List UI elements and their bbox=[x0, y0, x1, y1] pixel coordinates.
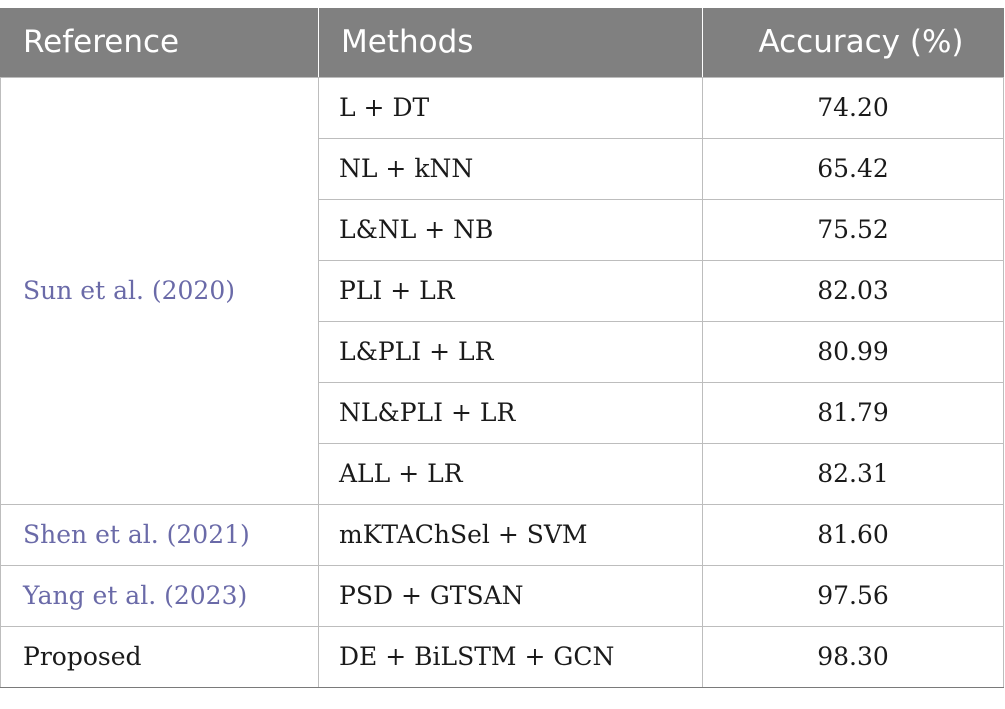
method-cell: DE + BiLSTM + GCN bbox=[318, 625, 703, 688]
accuracy-cell: 82.31 bbox=[702, 442, 1004, 505]
method-cell: PSD + GTSAN bbox=[318, 564, 703, 627]
table-row: ALL + LR 82.31 bbox=[1, 442, 1004, 505]
method-cell: NL + kNN bbox=[318, 137, 703, 200]
table-row: Sun et al. (2020) L + DT 74.20 bbox=[0, 76, 1004, 505]
comparison-table: Reference Methods Accuracy (%) Sun et al… bbox=[0, 8, 1004, 688]
table-row: NL&PLI + LR 81.79 bbox=[1, 381, 1004, 444]
method-cell: L&NL + NB bbox=[318, 198, 703, 261]
accuracy-cell: 98.30 bbox=[702, 625, 1004, 688]
table-row: Yang et al. (2023) PSD + GTSAN 97.56 bbox=[0, 564, 1004, 627]
header-accuracy: Accuracy (%) bbox=[702, 8, 1004, 78]
method-cell: mKTAChSel + SVM bbox=[318, 503, 703, 566]
reference-link[interactable]: Sun et al. (2020) bbox=[0, 76, 319, 505]
accuracy-cell: 75.52 bbox=[702, 198, 1004, 261]
header-row: Reference Methods Accuracy (%) bbox=[0, 8, 1004, 78]
accuracy-cell: 80.99 bbox=[702, 320, 1004, 383]
table-row: NL + kNN 65.42 bbox=[1, 137, 1004, 200]
accuracy-cell: 65.42 bbox=[702, 137, 1004, 200]
accuracy-cell: 74.20 bbox=[702, 76, 1004, 139]
header-reference: Reference bbox=[0, 8, 319, 78]
method-cell: L&PLI + LR bbox=[318, 320, 703, 383]
accuracy-cell: 81.79 bbox=[702, 381, 1004, 444]
method-cell: ALL + LR bbox=[318, 442, 703, 505]
table-row: Proposed DE + BiLSTM + GCN 98.30 bbox=[0, 625, 1004, 688]
reference-link[interactable]: Yang et al. (2023) bbox=[0, 564, 319, 627]
header-methods: Methods bbox=[318, 8, 703, 78]
reference-text: Proposed bbox=[0, 625, 319, 688]
table-row: Shen et al. (2021) mKTAChSel + SVM 81.60 bbox=[0, 503, 1004, 566]
accuracy-cell: 82.03 bbox=[702, 259, 1004, 322]
method-cell: NL&PLI + LR bbox=[318, 381, 703, 444]
method-cell: L + DT bbox=[318, 76, 703, 139]
reference-link[interactable]: Shen et al. (2021) bbox=[0, 503, 319, 566]
accuracy-cell: 97.56 bbox=[702, 564, 1004, 627]
accuracy-cell: 81.60 bbox=[702, 503, 1004, 566]
method-cell: PLI + LR bbox=[318, 259, 703, 322]
